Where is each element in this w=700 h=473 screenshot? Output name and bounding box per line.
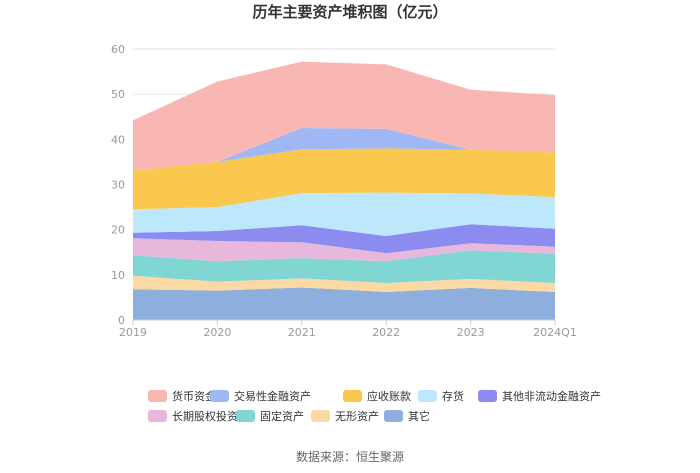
legend-item[interactable]: 应收账款: [343, 389, 411, 403]
x-tick-label: 2022: [372, 326, 400, 339]
area-series-2: [133, 250, 555, 283]
legend-item[interactable]: 其他非流动金融资产: [478, 389, 601, 403]
axes: 2019 2020 2021 2022 2023 2024Q1: [119, 319, 577, 339]
legend-label: 无形资产: [335, 409, 379, 423]
area-series-5: [133, 192, 555, 236]
legend-swatch: [384, 410, 403, 422]
x-tick-label: 2024Q1: [533, 326, 577, 339]
chart-title: 历年主要资产堆积图（亿元）: [252, 3, 447, 21]
area-series-1: [133, 275, 555, 292]
legend-swatch: [236, 410, 255, 422]
x-tick-label: 2023: [457, 326, 485, 339]
area-series-0: [133, 287, 555, 320]
legend-label: 货币资金: [172, 389, 216, 403]
legend-swatch: [343, 390, 362, 402]
y-tick-label: 0: [118, 314, 125, 327]
legend-item[interactable]: 交易性金融资产: [210, 389, 311, 403]
x-tick-label: 2021: [288, 326, 316, 339]
y-tick-label: 40: [111, 133, 125, 146]
series-areas: [133, 61, 555, 320]
y-tick-label: 50: [111, 88, 125, 101]
y-tick-label: 20: [111, 224, 125, 237]
legend-item[interactable]: 无形资产: [311, 409, 379, 423]
legend-swatch: [478, 390, 497, 402]
legend-label: 固定资产: [260, 409, 304, 423]
legend-label: 其它: [408, 409, 430, 423]
area-series-3: [133, 238, 555, 262]
x-tick-label: 2020: [203, 326, 231, 339]
legend-item[interactable]: 存货: [418, 389, 464, 403]
legend-swatch: [418, 390, 437, 402]
legend-swatch: [148, 410, 167, 422]
legend-item[interactable]: 其它: [384, 409, 430, 423]
y-tick-label: 30: [111, 179, 125, 192]
legend-label: 长期股权投资: [172, 409, 238, 423]
legend-item[interactable]: 货币资金: [148, 389, 216, 403]
data-source: 数据来源：恒生聚源: [296, 449, 404, 464]
legend-swatch: [210, 390, 229, 402]
legend-label: 应收账款: [367, 389, 411, 403]
legend-item[interactable]: 长期股权投资: [148, 409, 238, 423]
y-tick-label: 10: [111, 269, 125, 282]
legend-item[interactable]: 固定资产: [236, 409, 304, 423]
legend-label: 其他非流动金融资产: [502, 389, 601, 403]
area-series-4: [133, 224, 555, 254]
x-tick-label: 2019: [119, 326, 147, 339]
area-series-6: [133, 148, 555, 210]
legend-label: 交易性金融资产: [234, 389, 311, 403]
area-series-7: [133, 128, 555, 171]
legend-swatch: [148, 390, 167, 402]
legend-swatch: [311, 410, 330, 422]
legend-label: 存货: [442, 389, 464, 403]
area-series-8: [133, 61, 555, 171]
y-tick-label: 60: [111, 43, 125, 56]
